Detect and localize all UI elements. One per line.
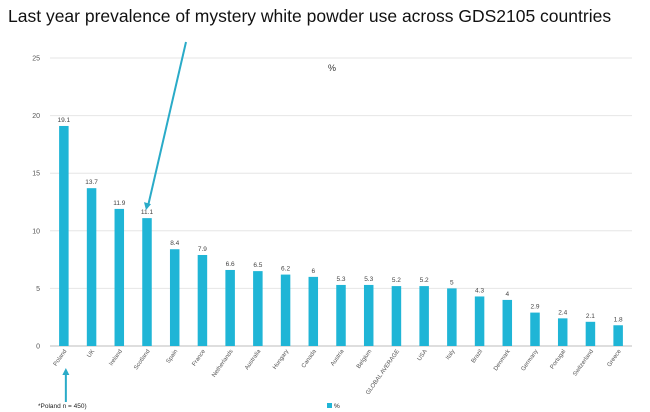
data-label: 11.1 <box>141 209 154 216</box>
category-label: Netherlands <box>211 349 234 379</box>
bar <box>142 218 152 346</box>
category-label: Poland <box>53 349 69 368</box>
data-label: 8.4 <box>170 240 179 247</box>
data-labels: 19.1 13.7 11.9 11.1 8.4 7.9 6.6 6.5 6.2 6 5.3 5.3 5.… <box>58 117 624 323</box>
data-label: 13.7 <box>85 179 98 186</box>
annotation-arrows <box>62 41 187 402</box>
data-label: 6.5 <box>253 262 262 269</box>
bar <box>197 254 208 346</box>
data-label: 5.3 <box>364 276 373 283</box>
bars <box>59 125 623 346</box>
data-label: 1.8 <box>614 316 623 323</box>
category-labels: Poland UK Ireland Scotland Spain France Nether… <box>53 348 623 396</box>
bar <box>225 269 235 346</box>
bar <box>585 321 596 346</box>
arrowhead-scotland <box>144 202 151 211</box>
y-tick-label: 10 <box>32 228 40 235</box>
data-label: 5 <box>450 279 454 286</box>
category-label: Italy <box>445 349 456 361</box>
bar <box>336 284 346 346</box>
bar <box>363 284 374 346</box>
category-label: Switzerland <box>572 349 595 378</box>
category-label: Ireland <box>108 349 123 367</box>
arrowhead-poland <box>62 368 70 375</box>
category-label: Hungary <box>272 349 290 371</box>
category-label: France <box>191 348 207 367</box>
bar <box>613 325 623 346</box>
data-label: 2.9 <box>530 304 539 311</box>
category-label: Brazil <box>471 349 485 365</box>
data-label: 5.2 <box>392 277 401 284</box>
bar <box>114 208 125 346</box>
category-label: UK <box>87 349 97 359</box>
center-percent-label: % <box>328 63 336 73</box>
category-label: USA <box>417 349 429 363</box>
category-label: Belgium <box>356 349 373 370</box>
category-label: Greece <box>607 348 624 368</box>
bar <box>474 296 485 346</box>
bar <box>447 288 457 346</box>
data-label: 4 <box>505 291 509 298</box>
legend-label: % <box>334 403 340 410</box>
y-tick-label: 5 <box>36 286 40 293</box>
data-label: 2.4 <box>558 309 567 316</box>
footnote: *Poland n = 450) <box>38 403 87 410</box>
bar <box>308 276 319 346</box>
legend: % <box>327 403 340 410</box>
category-label: Canada <box>301 348 318 369</box>
data-label: 4.3 <box>475 287 484 294</box>
bar <box>557 318 568 346</box>
y-tick-label: 15 <box>32 171 40 178</box>
data-label: 5.3 <box>336 276 345 283</box>
bar <box>59 125 69 346</box>
data-label: 6 <box>311 268 315 275</box>
category-label: Germany <box>521 349 540 373</box>
data-label: 5.2 <box>420 277 429 284</box>
bar <box>86 188 97 346</box>
bar <box>391 286 402 346</box>
bar <box>169 249 180 346</box>
data-label: 19.1 <box>58 117 71 124</box>
y-tick-label: 0 <box>36 344 40 351</box>
data-label: 6.6 <box>226 261 235 268</box>
category-label: Australia <box>244 348 263 371</box>
category-label: Portugal <box>550 349 568 371</box>
data-label: 6.2 <box>281 266 290 273</box>
bar <box>502 299 513 346</box>
data-label: 11.9 <box>113 200 126 207</box>
category-label: Spain <box>166 349 180 365</box>
bar <box>419 286 429 346</box>
arrow-to-scotland <box>147 41 187 207</box>
category-label: Scotland <box>133 349 151 372</box>
bar <box>280 274 291 346</box>
y-axis: 0 5 10 15 20 25 <box>32 56 40 351</box>
legend-swatch <box>327 403 332 408</box>
chart-title: Last year prevalence of mystery white po… <box>8 6 612 26</box>
y-tick-label: 20 <box>32 113 40 120</box>
bar <box>530 312 540 346</box>
y-tick-label: 25 <box>32 56 40 63</box>
category-label: Austria <box>330 348 346 367</box>
data-label: 2.1 <box>586 313 595 320</box>
category-label: Denmark <box>493 348 512 372</box>
bar <box>253 271 263 346</box>
data-label: 7.9 <box>198 246 207 253</box>
